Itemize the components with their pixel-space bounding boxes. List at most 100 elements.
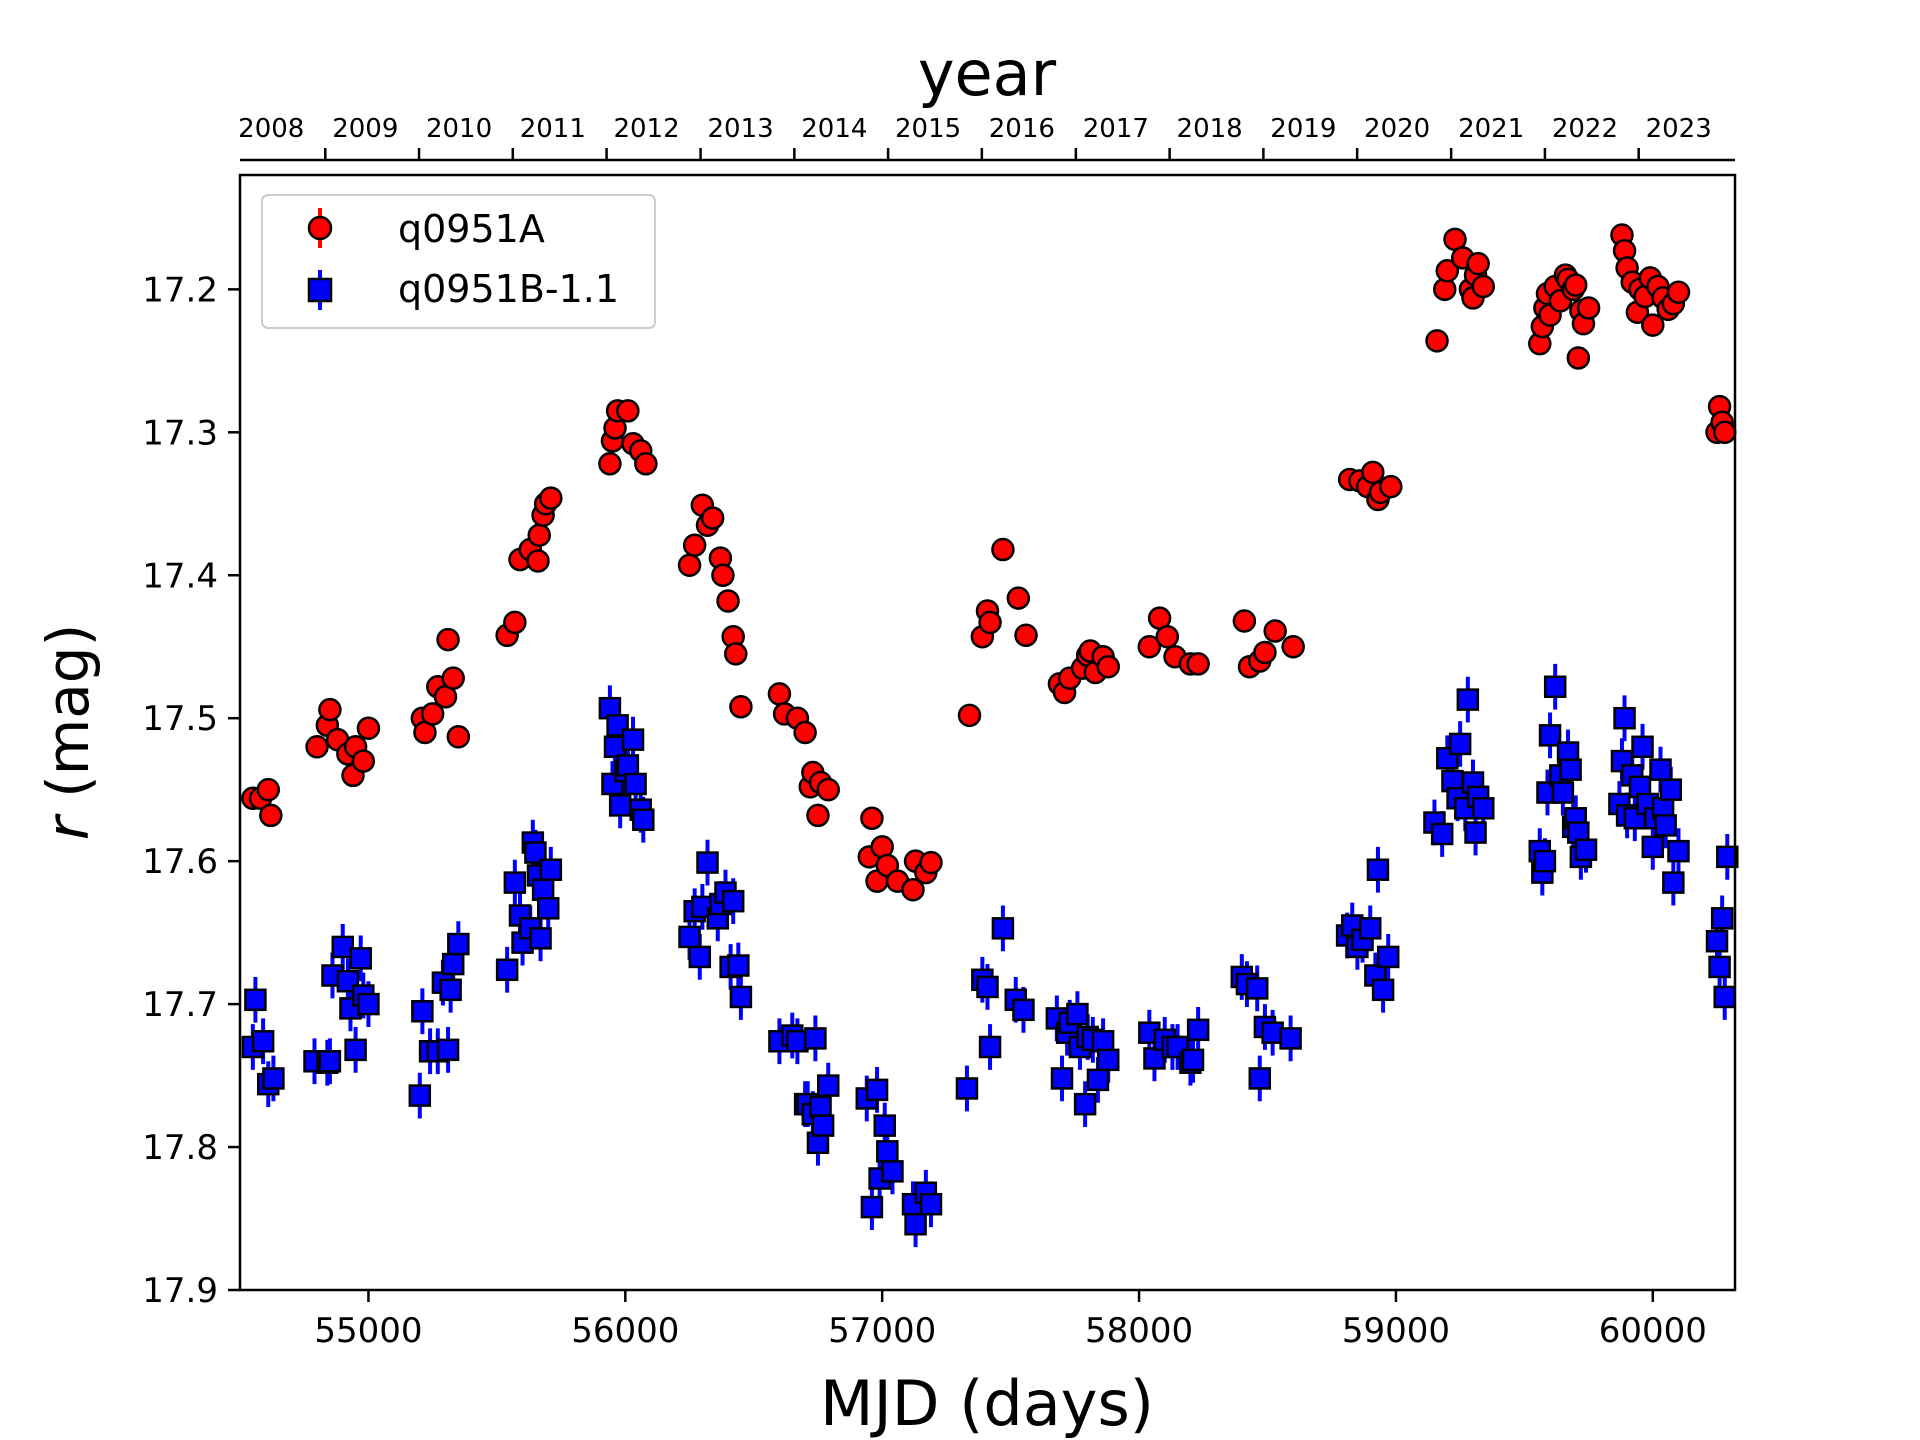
data-point-square [531, 878, 555, 901]
data-point-square [1662, 871, 1685, 894]
y-tick-label: 17.7 [142, 985, 218, 1025]
data-point-square [809, 1095, 832, 1119]
data-point-circle [441, 666, 465, 690]
y-axis-title-var: r [34, 813, 102, 840]
data-point-square [688, 945, 712, 969]
data-point-circle [1471, 274, 1496, 299]
data-point-square [1096, 1048, 1120, 1072]
data-point-square [331, 935, 354, 959]
top-tick-label: 2012 [613, 114, 679, 144]
y-tick-label: 17.4 [142, 556, 218, 596]
data-point-square [991, 917, 1015, 940]
x-axis: 55000 56000 57000 58000 59000 60000 [314, 1290, 1707, 1351]
data-point-circle [919, 850, 943, 875]
y-tick-label: 17.9 [142, 1271, 218, 1311]
top-tick-label: 2008 [238, 114, 304, 144]
data-point-square [1574, 838, 1598, 861]
data-point-circle [351, 749, 376, 773]
data-point-square [881, 1160, 904, 1183]
data-point-square [721, 889, 745, 913]
data-point-square [876, 1140, 899, 1163]
data-point-square [529, 927, 552, 950]
legend-series-a-marker [307, 215, 333, 241]
data-point-square [1186, 1018, 1210, 1042]
data-point-square [1713, 985, 1736, 1009]
x-tick-label: 59000 [1342, 1311, 1450, 1351]
data-point-square [1543, 675, 1567, 699]
data-point-circle [1435, 259, 1460, 283]
data-point-square [1448, 732, 1472, 756]
data-point-circle [1466, 251, 1490, 276]
data-point-square [1559, 758, 1582, 781]
data-point-square [1245, 977, 1269, 1000]
top-tick-label: 2017 [1083, 114, 1149, 144]
data-point-circle [1576, 296, 1601, 320]
data-point-circle [420, 702, 445, 726]
data-point-circle [1281, 634, 1305, 659]
data-point-square [865, 1078, 889, 1102]
data-point-circle [318, 697, 342, 722]
legend-series-b-marker [307, 277, 333, 303]
data-point-square [678, 925, 701, 949]
top-tick-label: 2011 [520, 114, 586, 144]
data-point-square [1705, 929, 1729, 953]
data-point-circle [616, 399, 640, 423]
data-point-square [727, 954, 750, 977]
x-axis-title: MJD (days) [820, 1367, 1154, 1440]
data-point-circle [729, 695, 753, 719]
data-point-circle [1263, 619, 1287, 643]
data-point-square [447, 932, 470, 956]
data-point-square [1086, 1068, 1110, 1092]
data-point-square [357, 992, 380, 1016]
top-tick-label: 2021 [1458, 114, 1524, 144]
data-point-circle [700, 506, 725, 530]
y-tick-label: 17.3 [142, 413, 218, 453]
data-point-circle [816, 777, 840, 802]
data-point-circle [1253, 640, 1277, 665]
top-tick-label: 2022 [1552, 114, 1618, 144]
top-tick-label: 2018 [1177, 114, 1243, 144]
data-point-square [1091, 1030, 1115, 1053]
data-point-square [1073, 1092, 1097, 1116]
data-point-circle [1006, 586, 1031, 610]
data-point-circle [901, 877, 925, 902]
data-point-circle [1563, 273, 1588, 297]
data-point-square [1376, 945, 1400, 969]
data-point-square [318, 1050, 342, 1073]
data-point-square [1538, 724, 1562, 747]
top-tick-label: 2016 [989, 114, 1055, 144]
data-point-square [244, 988, 267, 1012]
data-point-square [441, 952, 465, 976]
data-point-square [621, 728, 645, 751]
data-point-circle [1096, 654, 1120, 679]
data-point-square [524, 841, 547, 864]
data-point-circle [1566, 346, 1591, 370]
data-point-square [539, 858, 563, 881]
data-point-square [1710, 907, 1734, 930]
data-point-circle [436, 627, 460, 652]
data-point-circle [957, 703, 982, 728]
data-point-square [495, 958, 519, 982]
data-point-square [696, 851, 719, 874]
top-year-axis: 2008 2009 2010 2011 2012 2013 2014 2015 2016 2017… [238, 114, 1712, 160]
data-point-square [1371, 978, 1395, 1002]
data-point-square [1631, 735, 1654, 759]
data-point-square [804, 1027, 827, 1050]
data-point-square [904, 1212, 927, 1236]
data-point-square [976, 975, 999, 999]
data-point-circle [1379, 474, 1403, 499]
top-tick-label: 2009 [332, 114, 398, 144]
data-point-circle [978, 610, 1002, 635]
data-point-square [978, 1035, 1002, 1059]
data-point-square [349, 947, 372, 970]
data-point-square [816, 1074, 840, 1097]
plot-frame [238, 173, 1737, 1292]
data-point-circle [503, 610, 527, 635]
data-point-square [1279, 1027, 1302, 1050]
y-axis-title-unit: (mag) [34, 624, 102, 817]
data-point-circle [1186, 652, 1210, 676]
data-point-square [1066, 1002, 1089, 1026]
data-point-square [262, 1067, 285, 1090]
data-point-square [411, 1000, 434, 1023]
